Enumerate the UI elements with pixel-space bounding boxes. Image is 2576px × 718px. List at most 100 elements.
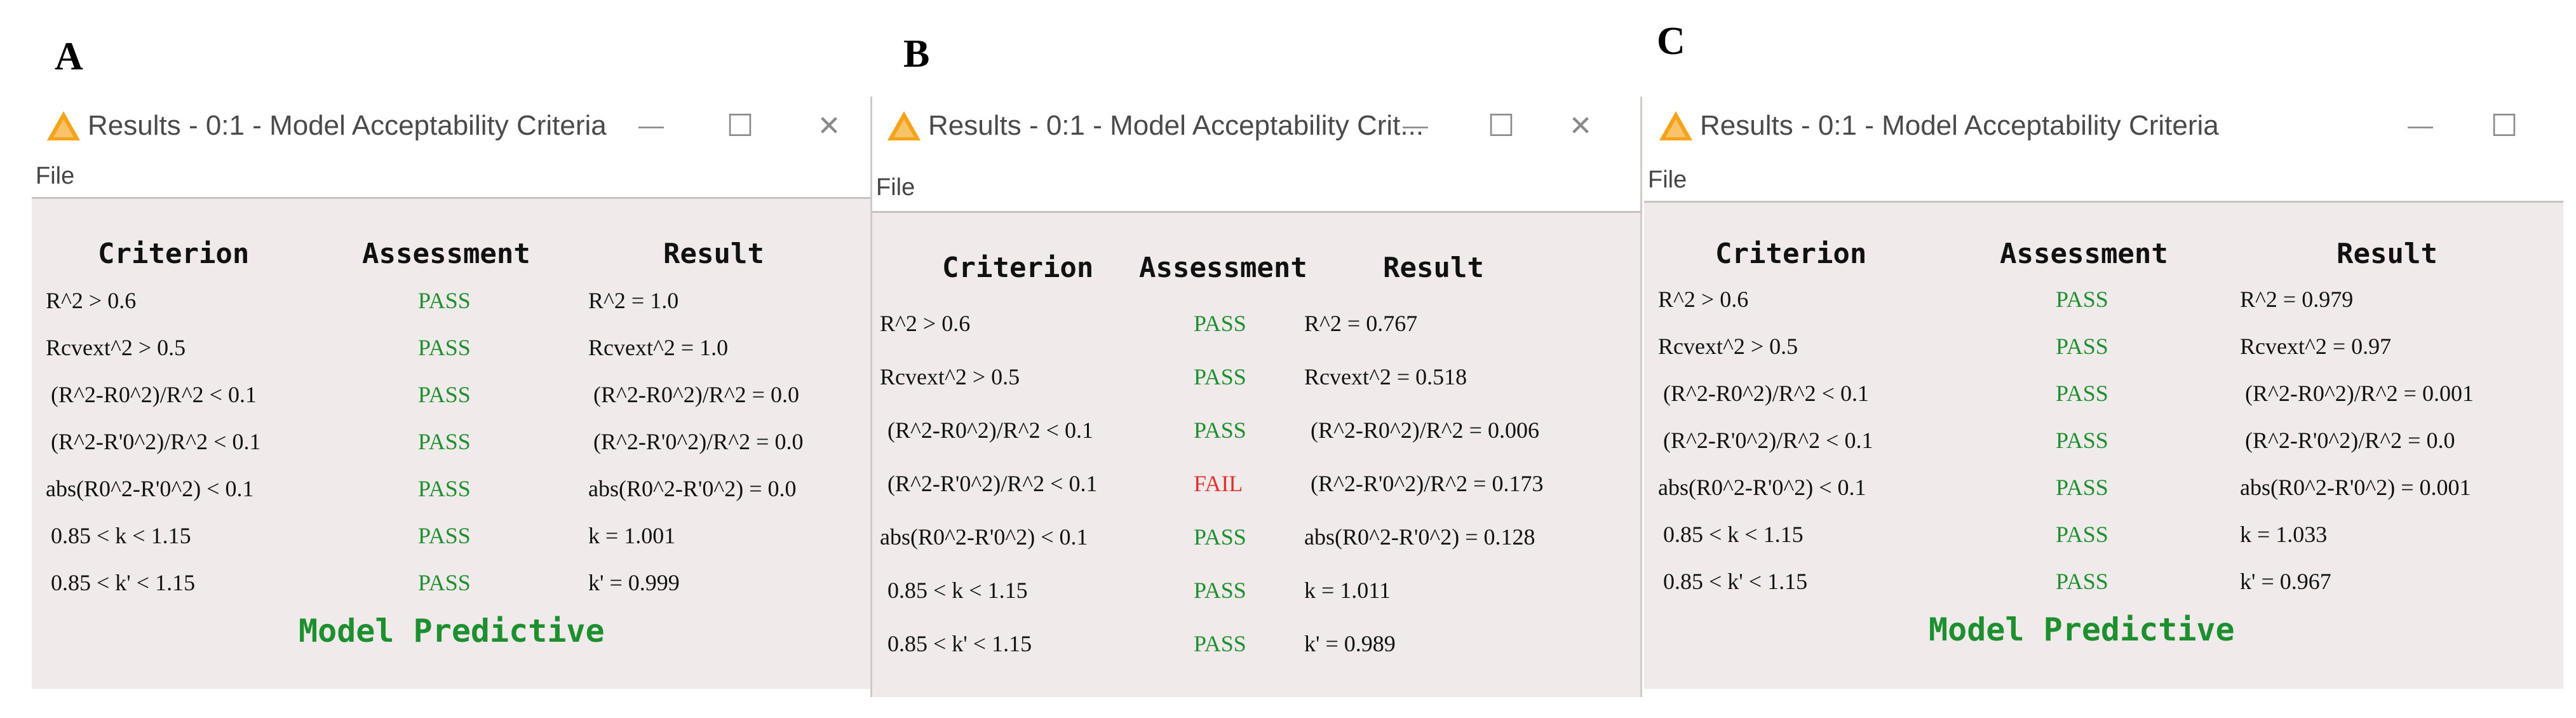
panel-label-b: B <box>903 32 930 76</box>
header-criterion: Criterion <box>98 238 250 270</box>
assessment-cell: PASS <box>2056 428 2108 453</box>
criterion-cell: (R^2-R'0^2)/R^2 < 0.1 <box>51 429 261 454</box>
results-window-b: Results - 0:1 - Model Acceptability Crit… <box>870 97 1642 697</box>
result-cell: (R^2-R'0^2)/R^2 = 0.0 <box>2245 428 2455 453</box>
menu-bar: File <box>872 155 1640 213</box>
header-result: Result <box>1383 252 1484 284</box>
assessment-cell: PASS <box>2056 569 2108 594</box>
result-cell: (R^2-R0^2)/R^2 = 0.0 <box>593 382 799 407</box>
result-cell: Rcvext^2 = 0.97 <box>2240 334 2392 359</box>
minimize-button[interactable]: — <box>638 111 664 140</box>
title-bar: Results - 0:1 - Model Acceptability Crit… <box>1644 97 2563 155</box>
warning-triangle-icon <box>1659 111 1692 140</box>
menu-file[interactable]: File <box>1648 166 1687 193</box>
assessment-cell: PASS <box>1194 524 1246 550</box>
assessment-cell: PASS <box>418 382 471 407</box>
criterion-cell: R^2 > 0.6 <box>1658 287 1749 312</box>
result-cell: R^2 = 0.767 <box>1304 311 1418 336</box>
result-cell: (R^2-R'0^2)/R^2 = 0.173 <box>1311 471 1544 496</box>
results-window-c: Results - 0:1 - Model Acceptability Crit… <box>1644 97 2563 689</box>
window-title: Results - 0:1 - Model Acceptability Crit… <box>1700 110 2219 141</box>
header-criterion: Criterion <box>942 252 1094 284</box>
result-cell: Rcvext^2 = 1.0 <box>588 335 729 360</box>
result-cell: R^2 = 0.979 <box>2240 287 2354 312</box>
header-assessment: Assessment <box>362 238 530 270</box>
verdict-text: Model Predictive <box>299 613 605 649</box>
assessment-cell: PASS <box>1194 311 1246 336</box>
assessment-cell: PASS <box>418 570 471 595</box>
criterion-cell: 0.85 < k' < 1.15 <box>51 570 196 595</box>
assessment-cell: PASS <box>2056 475 2108 500</box>
result-cell: (R^2-R0^2)/R^2 = 0.006 <box>1311 417 1539 443</box>
assessment-cell: PASS <box>418 476 471 501</box>
result-cell: k' = 0.999 <box>588 570 680 595</box>
criterion-cell: Rcvext^2 > 0.5 <box>880 364 1020 389</box>
verdict-text: Model Predictive <box>1929 611 2235 648</box>
assessment-cell: PASS <box>1194 417 1246 443</box>
result-cell: k' = 0.989 <box>1304 631 1396 656</box>
result-cell: abs(R0^2-R'0^2) = 0.001 <box>2240 475 2471 500</box>
window-title: Results - 0:1 - Model Acceptability Crit… <box>928 110 1424 141</box>
result-cell: (R^2-R0^2)/R^2 = 0.001 <box>2245 381 2474 406</box>
criterion-cell: 0.85 < k' < 1.15 <box>887 631 1032 656</box>
menu-file[interactable]: File <box>876 174 915 201</box>
criterion-cell: Rcvext^2 > 0.5 <box>46 335 186 360</box>
title-bar: Results - 0:1 - Model Acceptability Crit… <box>32 97 870 155</box>
criterion-cell: R^2 > 0.6 <box>46 288 137 313</box>
menu-file[interactable]: File <box>36 163 75 189</box>
result-cell: k = 1.011 <box>1304 578 1391 603</box>
criterion-cell: (R^2-R0^2)/R^2 < 0.1 <box>51 382 257 407</box>
close-button[interactable]: ✕ <box>817 110 841 142</box>
minimize-button[interactable]: — <box>1403 111 1428 140</box>
assessment-cell: PASS <box>1194 631 1246 656</box>
criterion-cell: abs(R0^2-R'0^2) < 0.1 <box>880 524 1088 550</box>
warning-triangle-icon <box>47 111 80 140</box>
criterion-cell: Rcvext^2 > 0.5 <box>1658 334 1798 359</box>
maximize-button[interactable]: ☐ <box>1487 109 1515 143</box>
criterion-cell: R^2 > 0.6 <box>880 311 971 336</box>
criterion-cell: 0.85 < k < 1.15 <box>887 578 1028 603</box>
header-result: Result <box>663 238 764 270</box>
title-bar: Results - 0:1 - Model Acceptability Crit… <box>872 97 1640 155</box>
assessment-cell: PASS <box>418 523 471 548</box>
result-cell: R^2 = 1.0 <box>588 288 679 313</box>
result-cell: k = 1.033 <box>2240 522 2328 547</box>
header-assessment: Assessment <box>1139 252 1307 284</box>
maximize-button[interactable]: ☐ <box>726 109 754 143</box>
criterion-cell: (R^2-R0^2)/R^2 < 0.1 <box>887 417 1093 443</box>
header-criterion: Criterion <box>1715 238 1867 270</box>
criterion-cell: 0.85 < k < 1.15 <box>1663 522 1804 547</box>
assessment-cell: FAIL <box>1194 471 1243 496</box>
minimize-button[interactable]: — <box>2408 111 2433 140</box>
result-cell: abs(R0^2-R'0^2) = 0.128 <box>1304 524 1535 550</box>
panel-label-c: C <box>1657 20 1685 63</box>
criterion-cell: abs(R0^2-R'0^2) < 0.1 <box>46 476 254 501</box>
menu-bar: File <box>1644 155 2563 203</box>
menu-bar: File <box>32 155 870 199</box>
criterion-cell: abs(R0^2-R'0^2) < 0.1 <box>1658 475 1866 500</box>
close-button[interactable]: ✕ <box>1568 110 1593 142</box>
criterion-cell: 0.85 < k' < 1.15 <box>1663 569 1808 594</box>
result-cell: k = 1.001 <box>588 523 676 548</box>
criterion-cell: (R^2-R'0^2)/R^2 < 0.1 <box>887 471 1098 496</box>
header-result: Result <box>2337 238 2438 270</box>
assessment-cell: PASS <box>2056 287 2108 312</box>
assessment-cell: PASS <box>418 429 471 454</box>
panel-label-a: A <box>55 35 83 78</box>
result-cell: k' = 0.967 <box>2240 569 2331 594</box>
window-title: Results - 0:1 - Model Acceptability Crit… <box>88 110 607 141</box>
result-cell: (R^2-R'0^2)/R^2 = 0.0 <box>593 429 804 454</box>
assessment-cell: PASS <box>2056 381 2108 406</box>
maximize-button[interactable]: ☐ <box>2490 109 2518 143</box>
assessment-cell: PASS <box>1194 364 1246 389</box>
results-window-a: Results - 0:1 - Model Acceptability Crit… <box>32 97 870 689</box>
assessment-cell: PASS <box>1194 578 1246 603</box>
warning-triangle-icon <box>887 111 920 140</box>
assessment-cell: PASS <box>418 335 471 360</box>
result-cell: abs(R0^2-R'0^2) = 0.0 <box>588 476 797 501</box>
header-assessment: Assessment <box>2000 238 2168 270</box>
assessment-cell: PASS <box>2056 334 2108 359</box>
criterion-cell: 0.85 < k < 1.15 <box>51 523 191 548</box>
criterion-cell: (R^2-R0^2)/R^2 < 0.1 <box>1663 381 1869 406</box>
assessment-cell: PASS <box>2056 522 2108 547</box>
